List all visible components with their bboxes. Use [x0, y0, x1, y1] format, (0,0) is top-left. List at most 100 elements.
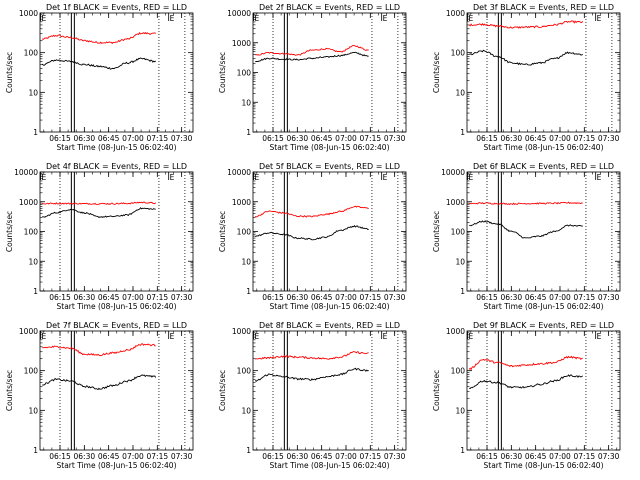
x-axis-label: Start Time (08-Jun-15 06:02:40)	[270, 302, 390, 311]
e-marker-label: E	[469, 14, 474, 23]
x-axis-label: Start Time (08-Jun-15 06:02:40)	[57, 143, 177, 152]
e-marker-label: E	[597, 332, 602, 341]
x-tick-label: 06:45	[98, 293, 120, 302]
y-tick-label: 100	[24, 228, 39, 237]
plot-panel-6: Det 6f BLACK = Events, RED = LLD E E 1 10 100…	[432, 162, 621, 311]
x-tick-label: 06:15	[476, 293, 498, 302]
y-tick-label: 1000	[19, 198, 38, 207]
x-tick-label: 06:15	[262, 452, 284, 461]
y-tick-label: 1000	[232, 39, 251, 48]
events-series-line	[42, 374, 157, 391]
plot-panel-2: Det 2f BLACK = Events, RED = LLD E E 1 10 100…	[218, 3, 407, 152]
events-series-line	[255, 51, 369, 63]
plot-panel-8: Det 8f BLACK = Events, RED = LLD E E 1 10 100…	[218, 321, 407, 470]
y-tick-label: 100	[24, 49, 39, 58]
x-tick-label: 06:30	[501, 134, 523, 143]
plot-panel-1: Det 1f BLACK = Events, RED = LLD E E 1 10 100…	[5, 3, 194, 152]
e-marker-label: E	[170, 173, 175, 182]
plot-title: Det 3f BLACK = Events, RED = LLD	[473, 3, 614, 12]
x-axis-label: Start Time (08-Jun-15 06:02:40)	[57, 461, 177, 470]
x-tick-label: 06:30	[74, 452, 96, 461]
y-tick-label: 10	[28, 88, 38, 97]
x-tick-label: 07:15	[147, 134, 169, 143]
e-marker-label: E	[255, 173, 260, 182]
x-tick-label: 07:00	[549, 293, 571, 302]
y-axis-label: Counts/sec	[5, 52, 14, 93]
lld-series-line	[254, 205, 369, 218]
x-tick-label: 07:15	[360, 134, 382, 143]
x-tick-label: 07:15	[147, 452, 169, 461]
x-tick-label: 06:30	[287, 134, 309, 143]
y-axis-label: Counts/sec	[218, 370, 227, 411]
plot-panel-4: Det 4f BLACK = Events, RED = LLD E E 1 10 100…	[5, 162, 194, 311]
y-tick-label: 10	[455, 257, 465, 266]
lld-series-line	[255, 45, 369, 56]
x-tick-label: 07:00	[335, 293, 357, 302]
x-tick-label: 06:45	[98, 134, 120, 143]
y-axis-label: Counts/sec	[432, 370, 441, 411]
plot-frame	[39, 330, 194, 451]
x-tick-label: 06:45	[525, 452, 547, 461]
y-tick-label: 1	[33, 446, 38, 455]
plot-frame	[466, 12, 621, 133]
lld-series-line	[468, 20, 584, 29]
y-tick-label: 1000	[446, 327, 465, 336]
y-tick-label: 10000	[14, 168, 38, 177]
x-tick-label: 06:15	[49, 452, 71, 461]
plot-title: Det 6f BLACK = Events, RED = LLD	[473, 162, 614, 171]
x-tick-label: 06:30	[287, 452, 309, 461]
x-axis-label: Start Time (08-Jun-15 06:02:40)	[270, 461, 390, 470]
x-tick-label: 06:15	[49, 293, 71, 302]
y-tick-label: 1	[33, 128, 38, 137]
x-tick-label: 07:30	[171, 452, 193, 461]
plot-panel-5: Det 5f BLACK = Events, RED = LLD E E 1 10 100…	[218, 162, 407, 311]
y-tick-label: 1	[460, 128, 465, 137]
x-tick-label: 07:00	[549, 134, 571, 143]
e-marker-label: E	[383, 173, 388, 182]
y-tick-label: 10	[241, 406, 251, 415]
x-tick-label: 06:30	[501, 452, 523, 461]
y-tick-label: 10	[455, 88, 465, 97]
x-tick-label: 06:15	[262, 293, 284, 302]
x-axis-label: Start Time (08-Jun-15 06:02:40)	[57, 302, 177, 311]
x-tick-label: 07:30	[171, 134, 193, 143]
x-tick-label: 07:30	[171, 293, 193, 302]
e-marker-label: E	[42, 332, 47, 341]
y-tick-label: 10	[455, 406, 465, 415]
e-marker-label: E	[383, 14, 388, 23]
x-tick-label: 06:15	[476, 452, 498, 461]
y-tick-label: 1	[246, 128, 251, 137]
y-tick-label: 10	[241, 98, 251, 107]
events-series-line	[42, 207, 156, 219]
x-tick-label: 06:30	[74, 134, 96, 143]
lld-series-line	[42, 201, 157, 205]
x-tick-label: 07:30	[384, 293, 406, 302]
y-tick-label: 100	[237, 69, 252, 78]
lld-series-line	[41, 31, 156, 45]
y-tick-label: 10000	[441, 168, 465, 177]
x-tick-label: 06:45	[311, 293, 333, 302]
x-tick-label: 07:00	[549, 452, 571, 461]
x-tick-label: 07:15	[360, 293, 382, 302]
y-tick-label: 100	[451, 367, 466, 376]
plot-title: Det 5f BLACK = Events, RED = LLD	[259, 162, 400, 171]
e-marker-label: E	[170, 332, 175, 341]
x-tick-label: 06:45	[311, 134, 333, 143]
plot-title: Det 4f BLACK = Events, RED = LLD	[46, 162, 187, 171]
y-axis-label: Counts/sec	[5, 370, 14, 411]
events-series-line	[469, 49, 583, 66]
x-tick-label: 07:30	[384, 134, 406, 143]
x-tick-label: 06:45	[525, 134, 547, 143]
x-tick-label: 06:30	[287, 293, 309, 302]
events-series-line	[41, 57, 157, 70]
plot-title: Det 2f BLACK = Events, RED = LLD	[259, 3, 400, 12]
plot-frame	[39, 171, 194, 292]
y-tick-label: 1	[460, 287, 465, 296]
y-tick-label: 100	[237, 228, 252, 237]
y-axis-label: Counts/sec	[218, 52, 227, 93]
events-series-line	[468, 374, 583, 390]
x-axis-label: Start Time (08-Jun-15 06:02:40)	[484, 302, 604, 311]
y-tick-label: 10000	[227, 9, 251, 18]
